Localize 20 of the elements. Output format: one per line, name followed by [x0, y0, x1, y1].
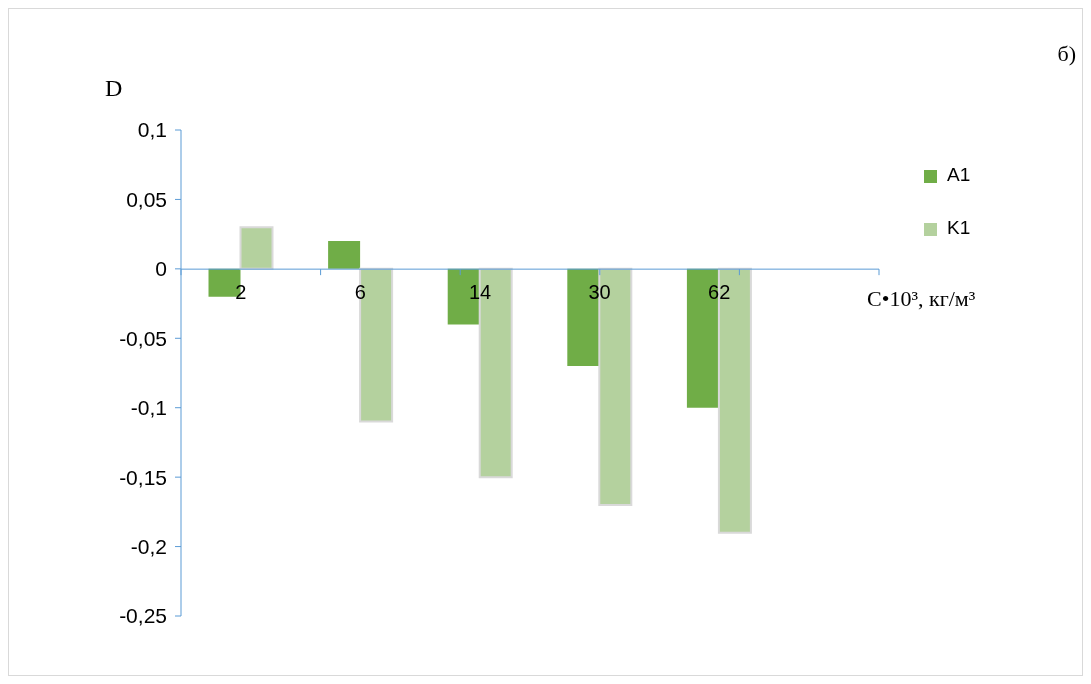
y-tick-label: -0,1	[130, 396, 167, 420]
y-tick-label: 0,1	[137, 118, 167, 142]
y-axis-title: D	[105, 75, 123, 101]
x-tick-label: 14	[468, 281, 492, 304]
legend-label: K1	[947, 217, 971, 238]
x-axis-title: C•10³, кг/м³	[867, 286, 976, 312]
bar	[239, 226, 274, 270]
y-tick-label: 0	[155, 257, 167, 281]
y-tick-label: -0,05	[119, 326, 167, 350]
legend-label: A1	[947, 164, 971, 185]
y-tick-label: -0,2	[130, 535, 167, 559]
bar	[328, 241, 361, 269]
x-tick-label: 30	[588, 281, 611, 304]
y-tick-label: -0,25	[119, 604, 167, 628]
text: б)	[1057, 41, 1076, 66]
x-tick-label: 2	[235, 281, 247, 304]
x-tick-label: 6	[354, 281, 366, 304]
y-tick-label: 0,05	[126, 187, 167, 211]
x-tick-label: 62	[708, 281, 731, 304]
y-tick-label: -0,15	[119, 465, 167, 489]
